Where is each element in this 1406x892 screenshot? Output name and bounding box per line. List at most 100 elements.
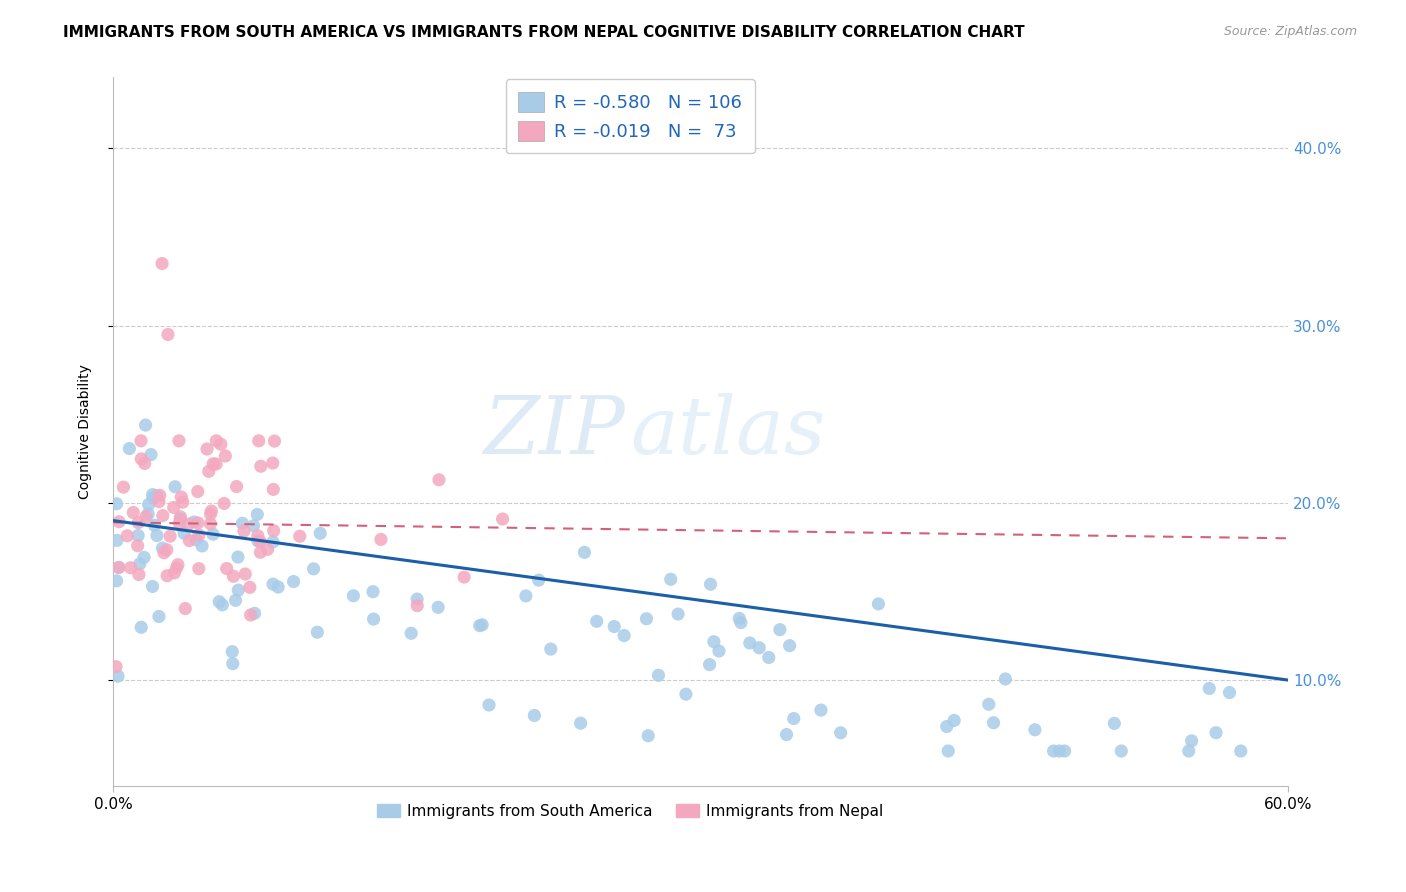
Point — [128, 557, 150, 571]
Point — [246, 508, 269, 522]
Point — [153, 546, 176, 560]
Point — [943, 714, 966, 728]
Point — [769, 623, 792, 637]
Point — [540, 642, 562, 657]
Point — [574, 545, 596, 559]
Point — [262, 456, 284, 470]
Point — [129, 620, 152, 634]
Point — [127, 539, 149, 553]
Point — [177, 517, 200, 532]
Point — [471, 617, 494, 632]
Point — [202, 457, 225, 471]
Point — [200, 516, 222, 531]
Point — [1111, 744, 1133, 758]
Point — [302, 562, 325, 576]
Point — [184, 533, 207, 547]
Point — [170, 490, 193, 504]
Point — [167, 558, 190, 572]
Point — [613, 628, 636, 642]
Point — [637, 729, 659, 743]
Point — [406, 592, 429, 607]
Point — [427, 473, 450, 487]
Point — [208, 595, 231, 609]
Point — [222, 569, 245, 583]
Point — [1042, 744, 1064, 758]
Point — [141, 579, 163, 593]
Point — [105, 533, 128, 548]
Point — [129, 434, 152, 448]
Point — [232, 524, 254, 538]
Text: Source: ZipAtlas.com: Source: ZipAtlas.com — [1223, 25, 1357, 38]
Point — [783, 712, 806, 726]
Point — [167, 434, 190, 448]
Point — [342, 589, 364, 603]
Point — [191, 539, 214, 553]
Point — [936, 744, 959, 758]
Point — [239, 580, 262, 594]
Point — [1104, 716, 1126, 731]
Point — [370, 533, 392, 547]
Point — [225, 593, 247, 607]
Point — [569, 716, 592, 731]
Point — [156, 327, 179, 342]
Point — [830, 726, 852, 740]
Point — [127, 516, 149, 530]
Point — [105, 659, 128, 673]
Point — [246, 533, 269, 548]
Point — [288, 529, 311, 543]
Point — [585, 615, 607, 629]
Point — [283, 574, 305, 589]
Point — [149, 488, 172, 502]
Point — [215, 561, 238, 575]
Point — [478, 698, 501, 712]
Point — [225, 479, 247, 493]
Point — [262, 483, 284, 497]
Point — [214, 449, 236, 463]
Point — [603, 619, 626, 633]
Point — [195, 442, 218, 456]
Point — [212, 496, 235, 510]
Text: IMMIGRANTS FROM SOUTH AMERICA VS IMMIGRANTS FROM NEPAL COGNITIVE DISABILITY CORR: IMMIGRANTS FROM SOUTH AMERICA VS IMMIGRA… — [63, 25, 1025, 40]
Point — [222, 657, 245, 671]
Point — [810, 703, 832, 717]
Point — [159, 529, 181, 543]
Point — [1198, 681, 1220, 696]
Point — [427, 600, 450, 615]
Point — [163, 500, 186, 515]
Point — [209, 437, 232, 451]
Point — [775, 728, 797, 742]
Point — [1218, 685, 1240, 699]
Point — [242, 518, 264, 533]
Point — [1177, 744, 1199, 758]
Point — [135, 509, 157, 524]
Point — [205, 457, 228, 471]
Point — [239, 607, 262, 622]
Point — [699, 657, 721, 672]
Point — [636, 612, 658, 626]
Point — [131, 451, 153, 466]
Point — [118, 442, 141, 456]
Point — [105, 497, 128, 511]
Point — [202, 527, 225, 541]
Point — [108, 560, 131, 574]
Point — [179, 533, 201, 548]
Point — [172, 495, 194, 509]
Point — [523, 708, 546, 723]
Point — [659, 572, 682, 586]
Point — [127, 528, 149, 542]
Point — [117, 529, 139, 543]
Point — [145, 489, 167, 503]
Point — [166, 561, 188, 575]
Point — [197, 464, 219, 478]
Point — [146, 528, 169, 542]
Point — [935, 719, 957, 733]
Point — [156, 542, 179, 557]
Point — [183, 515, 205, 529]
Point — [256, 542, 278, 557]
Point — [152, 541, 174, 555]
Point — [262, 577, 284, 591]
Point — [1047, 744, 1070, 758]
Point — [247, 434, 270, 448]
Point — [515, 589, 537, 603]
Point — [262, 535, 284, 549]
